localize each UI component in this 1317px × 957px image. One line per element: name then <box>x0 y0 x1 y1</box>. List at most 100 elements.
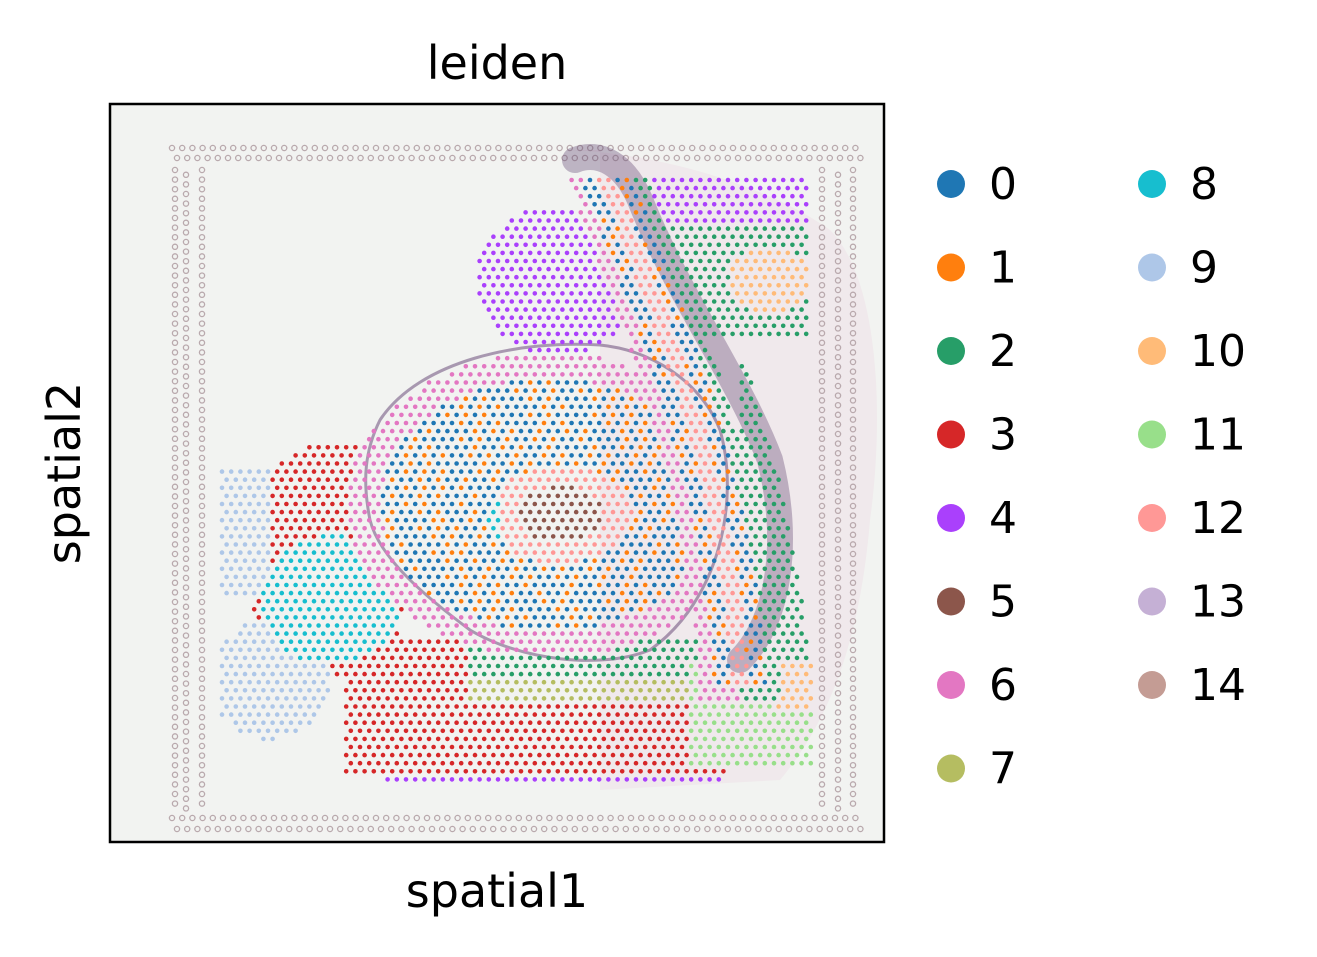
spot-cluster-2 <box>762 631 768 636</box>
spot-cluster-2 <box>679 226 685 231</box>
spot-cluster-1 <box>458 420 464 426</box>
spot-cluster-0 <box>679 323 685 329</box>
spot-cluster-1 <box>426 445 432 450</box>
spot-cluster-9 <box>242 526 248 531</box>
spot-cluster-3 <box>362 704 367 709</box>
spot-cluster-0 <box>394 550 400 555</box>
spot-cluster-6 <box>601 266 607 272</box>
spot-cluster-3 <box>431 679 436 685</box>
spot-cluster-0 <box>573 445 579 450</box>
fiducial-dot <box>834 526 842 534</box>
spot-cluster-4 <box>707 777 712 782</box>
fiducial-dot <box>834 565 842 572</box>
spot-cluster-4 <box>537 250 542 256</box>
spot-cluster-12 <box>647 299 653 304</box>
spot-cluster-8 <box>284 598 289 604</box>
spot-cluster-5 <box>527 526 533 531</box>
spot-cluster-3 <box>569 744 574 750</box>
fiducial-dot <box>479 825 487 833</box>
fiducial-dot <box>171 627 179 635</box>
spot-cluster-0 <box>665 477 671 483</box>
spot-cluster-0 <box>739 509 745 515</box>
spot-cluster-1 <box>578 388 584 393</box>
fiducial-dot <box>818 464 826 471</box>
spot-cluster-6 <box>629 623 634 628</box>
spot-cluster-6 <box>721 688 726 693</box>
spot-cluster-2 <box>771 663 777 669</box>
fiducial-dot <box>250 144 257 152</box>
spot-cluster-6 <box>619 299 625 304</box>
fiducial-dot <box>622 825 630 833</box>
fiducial-dot <box>171 349 179 356</box>
spot-cluster-3 <box>270 558 275 563</box>
spot-cluster-3 <box>546 704 551 709</box>
spot-cluster-6 <box>615 372 620 377</box>
spot-cluster-0 <box>716 615 722 620</box>
spot-cluster-3 <box>472 752 478 758</box>
spot-cluster-0 <box>702 590 708 596</box>
spot-cluster-9 <box>284 728 289 734</box>
spot-cluster-1 <box>472 607 478 612</box>
spot-cluster-3 <box>518 704 524 709</box>
spot-cluster-4 <box>477 258 482 264</box>
spot-cluster-3 <box>412 744 418 750</box>
spot-cluster-3 <box>417 704 423 709</box>
spot-cluster-8 <box>330 534 335 539</box>
spot-cluster-8 <box>357 631 363 636</box>
spot-cluster-11 <box>730 736 735 742</box>
spot-cluster-8 <box>362 623 367 628</box>
spot-cluster-1 <box>711 590 717 596</box>
fiducial-dot <box>834 382 842 390</box>
spot-cluster-2 <box>753 469 758 474</box>
spot-cluster-4 <box>606 323 611 329</box>
spot-cluster-0 <box>523 598 528 604</box>
fiducial-dot <box>834 488 842 495</box>
spot-cluster-10 <box>794 671 800 677</box>
spot-cluster-9 <box>265 534 271 539</box>
spot-cluster-7 <box>514 679 519 685</box>
spot-cluster-4 <box>587 274 593 280</box>
fiducial-dot <box>204 154 211 162</box>
spot-cluster-0 <box>693 396 699 402</box>
spot-cluster-0 <box>656 250 662 256</box>
spot-cluster-3 <box>417 671 423 677</box>
spot-cluster-3 <box>348 679 354 685</box>
spot-cluster-6 <box>684 590 689 596</box>
spot-cluster-3 <box>629 769 634 774</box>
fiducial-dot <box>834 171 842 179</box>
fiducial-dot <box>818 493 826 500</box>
spot-cluster-6 <box>440 631 446 636</box>
spot-cluster-6 <box>357 517 363 523</box>
spot-cluster-3 <box>449 744 455 750</box>
spot-cluster-3 <box>583 720 588 725</box>
spot-cluster-2 <box>771 517 777 523</box>
spot-cluster-4 <box>537 347 542 353</box>
fiducial-dot <box>648 144 655 152</box>
spot-cluster-0 <box>546 428 551 434</box>
spot-cluster-4 <box>527 250 533 256</box>
fiducial-dot <box>818 550 826 558</box>
spot-cluster-2 <box>771 323 777 329</box>
spot-cluster-2 <box>776 590 781 596</box>
fiducial-dot <box>171 473 179 481</box>
spot-cluster-3 <box>601 752 607 758</box>
spot-cluster-3 <box>573 720 579 725</box>
spot-cluster-7 <box>583 688 588 693</box>
spot-cluster-0 <box>573 396 579 402</box>
spot-cluster-6 <box>394 598 400 604</box>
spot-cluster-6 <box>707 647 712 653</box>
fiducial-dot <box>285 825 293 833</box>
spot-cluster-0 <box>477 485 482 491</box>
spot-cluster-5 <box>569 517 574 523</box>
spot-cluster-2 <box>762 501 768 507</box>
spot-cluster-0 <box>619 412 625 418</box>
spot-cluster-0 <box>417 445 423 450</box>
fiducial-dot <box>182 382 190 390</box>
spot-cluster-0 <box>431 501 436 507</box>
spot-cluster-2 <box>757 558 763 563</box>
fiducial-dot <box>393 144 400 152</box>
spot-cluster-6 <box>730 688 735 693</box>
spot-cluster-8 <box>302 550 308 555</box>
fiducial-dot <box>182 584 190 591</box>
spot-cluster-3 <box>371 720 377 725</box>
